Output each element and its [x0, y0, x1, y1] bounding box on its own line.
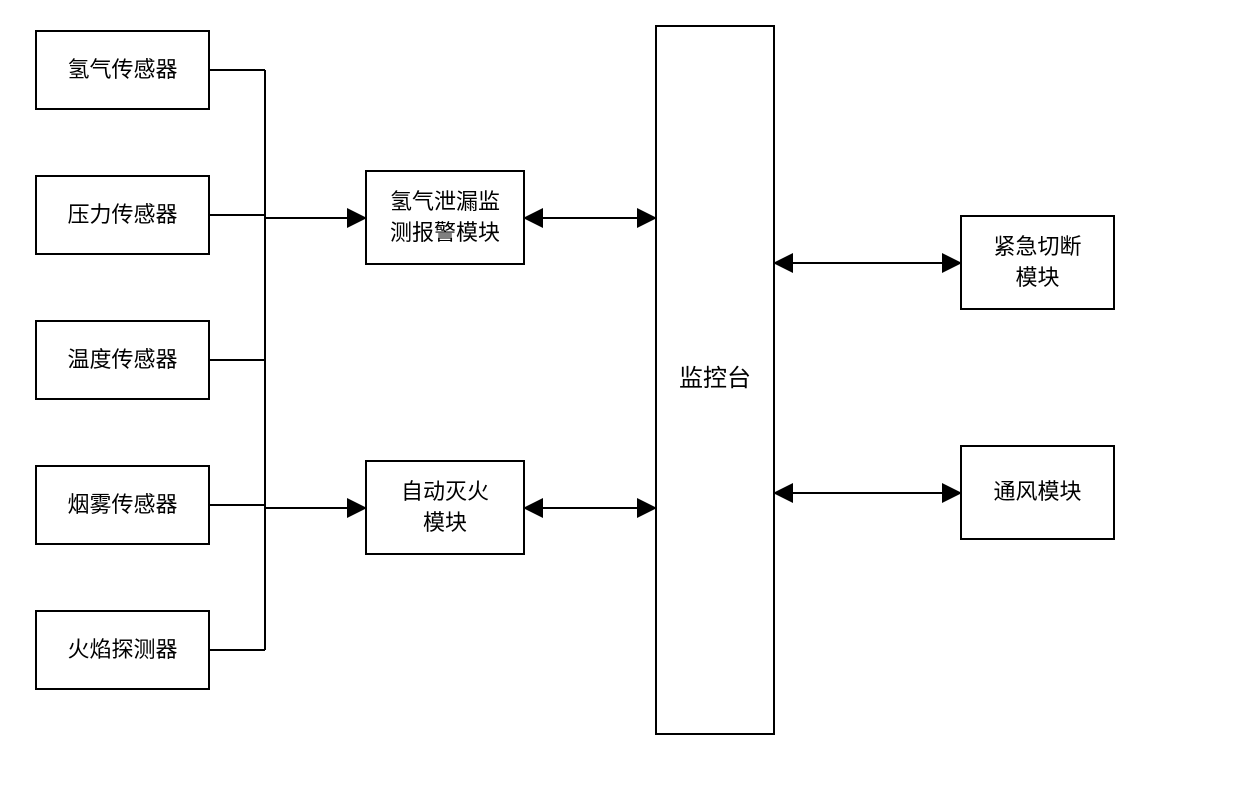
flame-detector-label: 火焰探测器	[67, 635, 177, 666]
smoke-sensor-box: 烟雾传感器	[35, 465, 210, 545]
hydrogen-sensor-label: 氢气传感器	[67, 55, 177, 86]
hydrogen-sensor-box: 氢气传感器	[35, 30, 210, 110]
pressure-sensor-label: 压力传感器	[67, 200, 177, 231]
emergency-cutoff-box: 紧急切断 模块	[960, 215, 1115, 310]
auto-fire-module-label: 自动灭火 模块	[401, 477, 489, 539]
leak-alarm-module-label: 氢气泄漏监 测报警模块	[390, 187, 500, 249]
smoke-sensor-label: 烟雾传感器	[67, 490, 177, 521]
auto-fire-module-box: 自动灭火 模块	[365, 460, 525, 555]
leak-alarm-module-box: 氢气泄漏监 测报警模块	[365, 170, 525, 265]
flame-detector-box: 火焰探测器	[35, 610, 210, 690]
monitor-box: 监控台	[655, 25, 775, 735]
emergency-cutoff-label: 紧急切断 模块	[993, 232, 1081, 294]
ventilation-box: 通风模块	[960, 445, 1115, 540]
temperature-sensor-label: 温度传感器	[67, 345, 177, 376]
ventilation-label: 通风模块	[993, 477, 1081, 508]
monitor-label: 监控台	[679, 363, 751, 397]
pressure-sensor-box: 压力传感器	[35, 175, 210, 255]
temperature-sensor-box: 温度传感器	[35, 320, 210, 400]
